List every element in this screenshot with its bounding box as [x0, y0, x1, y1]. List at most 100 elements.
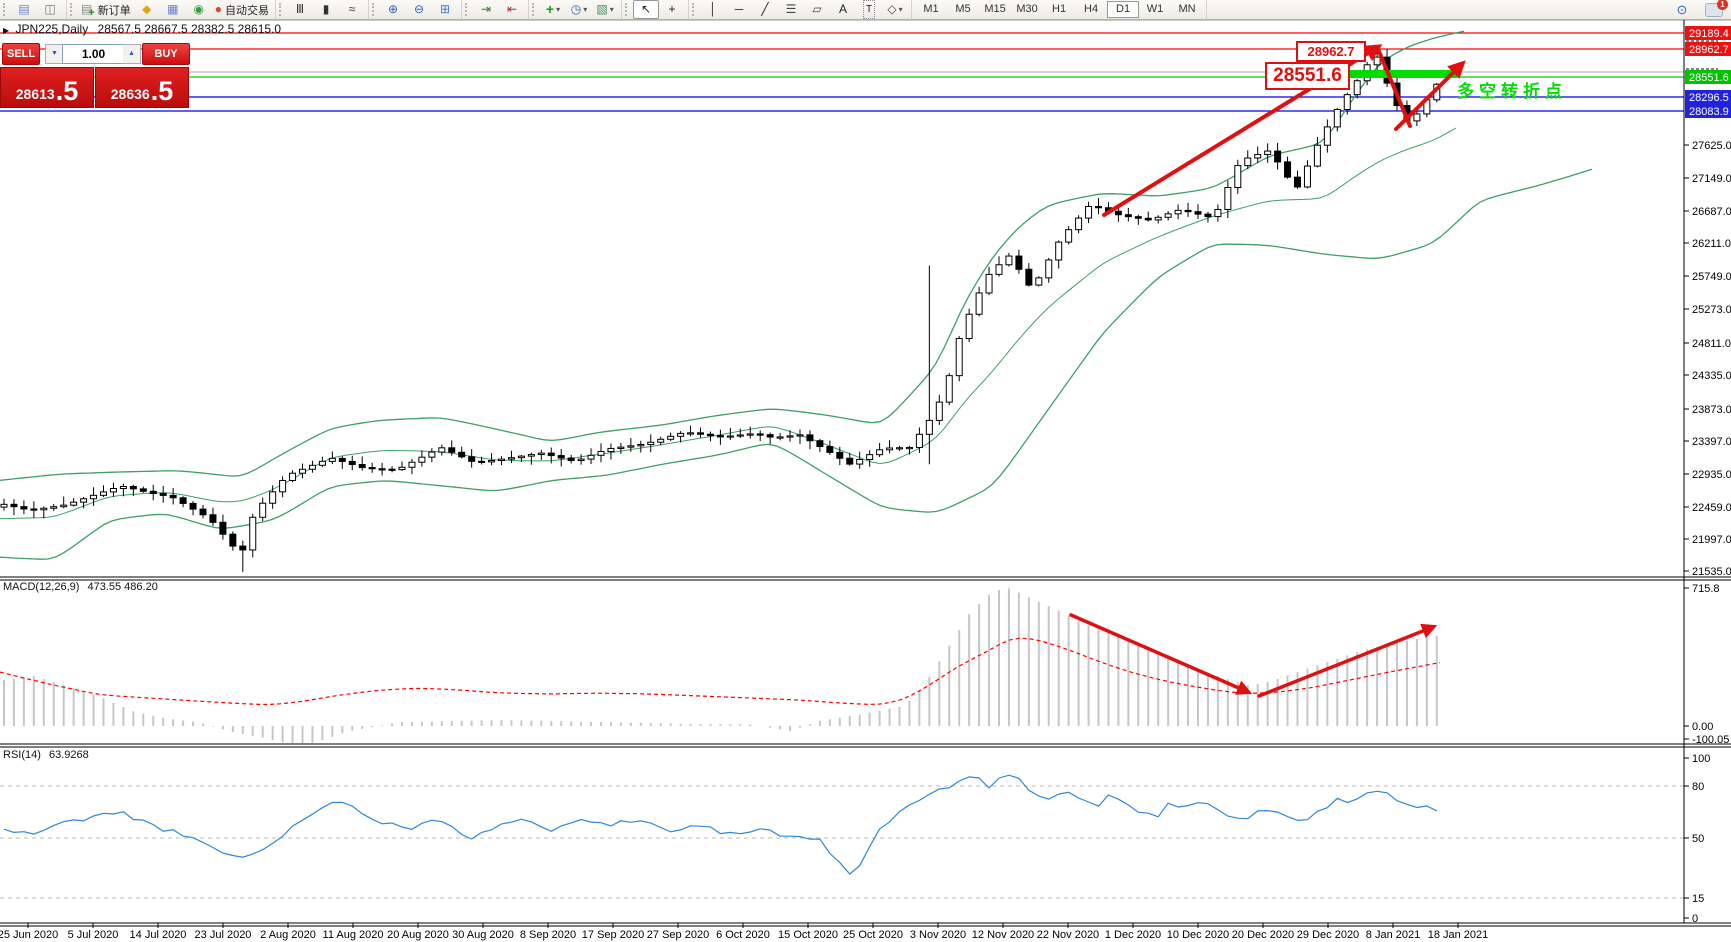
data-window-icon[interactable]: ◫: [37, 0, 63, 19]
timeframe-w1[interactable]: W1: [1146, 3, 1164, 15]
chart-shift-icon[interactable]: ⇤: [499, 0, 525, 19]
new-order-button-label: 新订单: [97, 4, 131, 17]
chart-title: ▶ JPN225,Daily 28567.5 28667.5 28382.5 2…: [3, 22, 281, 36]
new-order-glyph: ▤: [81, 2, 93, 16]
chevron-down-icon[interactable]: ▾: [898, 5, 903, 14]
notification-badge: 1: [1717, 0, 1728, 10]
svg-text:25273.0: 25273.0: [1692, 304, 1731, 316]
toolbar-grip: [70, 3, 75, 16]
svg-text:23873.0: 23873.0: [1692, 404, 1731, 416]
autotrading-button[interactable]: ● 自动交易: [212, 0, 272, 19]
toolbar-grip: [279, 3, 284, 16]
tile-windows-icon[interactable]: ⊞: [432, 0, 458, 19]
zoom-in-icon[interactable]: ⊕: [380, 0, 406, 19]
plus-overlay-icon: +: [88, 6, 95, 19]
chevron-down-icon[interactable]: ▾: [583, 5, 588, 14]
navigator-icon[interactable]: ◉: [186, 0, 212, 19]
svg-text:2 Aug 2020: 2 Aug 2020: [260, 929, 316, 941]
svg-text:25749.0: 25749.0: [1692, 271, 1731, 283]
panel-frames: [0, 19, 1731, 927]
volume-increase-button[interactable]: ▲: [123, 44, 141, 64]
svg-text:29 Dec 2020: 29 Dec 2020: [1297, 929, 1359, 941]
svg-text:30 Aug 2020: 30 Aug 2020: [452, 929, 514, 941]
toolbar-group: ▤ ◫: [0, 0, 67, 19]
new-order-button[interactable]: ▤ + 新订单: [78, 0, 134, 19]
text-label-tool[interactable]: T: [856, 0, 882, 19]
indicators-add-button[interactable]: + ▾: [540, 0, 566, 19]
sell-price-display[interactable]: 28613 .5: [0, 67, 94, 108]
svg-text:21535.0: 21535.0: [1692, 566, 1731, 578]
toolbar-group: ↖ +: [622, 0, 690, 19]
crosshair-tool[interactable]: +: [659, 0, 685, 19]
trendline-tool[interactable]: ╱: [752, 0, 778, 19]
buy-price-display[interactable]: 28636 .5: [95, 67, 189, 108]
auto-scroll-icon[interactable]: ⇥: [473, 0, 499, 19]
search-icon[interactable]: ⊙: [1676, 1, 1688, 17]
main-toolbar: ▤ ◫ ▤ + 新订单 ◆ ▦ ◉ ● 自动交易 Ⅲ ▮ ≈ ⊕ ⊖ ⊞ ⇥ ⇤ + ▾ ◷ ▾ ▧ ▾ ↖ + │ ─ ╱ ☰ ▱ A T ◇ ▾…: [0, 0, 1731, 20]
macd-indicator-label: MACD(12,26,9) 473.55 486.20: [3, 581, 158, 593]
svg-text:14 Jul 2020: 14 Jul 2020: [130, 929, 187, 941]
horizontal-line-tool[interactable]: ─: [726, 0, 752, 19]
templates-button[interactable]: ▧ ▾: [592, 0, 618, 19]
annotation-price-label-mid[interactable]: 28551.6: [1265, 62, 1350, 90]
annotation-price-label-high[interactable]: 28962.7: [1296, 41, 1366, 62]
svg-text:24335.0: 24335.0: [1692, 370, 1731, 382]
zoom-in-icon-glyph: ⊕: [388, 2, 399, 16]
timeframe-h4[interactable]: H4: [1084, 3, 1099, 15]
timeframe-m5[interactable]: M5: [955, 3, 971, 15]
macd-layer: [0, 588, 1441, 743]
svg-text:8 Sep 2020: 8 Sep 2020: [520, 929, 576, 941]
svg-text:26687.0: 26687.0: [1692, 206, 1731, 218]
rsi-indicator-label: RSI(14) 63.9268: [3, 749, 89, 761]
zoom-out-icon[interactable]: ⊖: [406, 0, 432, 19]
buy-button[interactable]: BUY: [142, 43, 190, 65]
timeframe-mn[interactable]: MN: [1178, 3, 1196, 15]
timeframe-h1[interactable]: H1: [1052, 3, 1067, 15]
chart-window-icon[interactable]: ▤: [11, 0, 37, 19]
buy-price-pips: .5: [150, 76, 174, 106]
svg-text:715.8: 715.8: [1692, 583, 1720, 595]
chevron-down-icon[interactable]: ▾: [556, 5, 561, 14]
chart-style-icon[interactable]: ◆: [134, 0, 160, 19]
sell-button[interactable]: SELL: [2, 43, 40, 65]
annotation-cn-text[interactable]: 多空转折点: [1457, 82, 1567, 101]
periods-clock-button[interactable]: ◷ ▾: [566, 0, 592, 19]
chevron-down-icon[interactable]: ▾: [609, 5, 614, 14]
text-tool[interactable]: A: [830, 0, 856, 19]
timeframe-d1[interactable]: D1: [1107, 1, 1140, 18]
navigator-icon-glyph: ◉: [193, 2, 205, 16]
vertical-line-tool[interactable]: │: [700, 0, 726, 19]
candlestick-icon-glyph: ▮: [322, 2, 330, 16]
svg-text:22935.0: 22935.0: [1692, 469, 1731, 481]
arrows-tool[interactable]: ◇ ▾: [882, 0, 908, 19]
svg-text:22459.0: 22459.0: [1692, 502, 1731, 514]
channel-tool[interactable]: ▱: [804, 0, 830, 19]
candlestick-icon[interactable]: ▮: [313, 0, 339, 19]
line-chart-icon[interactable]: ≈: [339, 0, 365, 19]
volume-input[interactable]: [62, 44, 125, 64]
cursor-tool[interactable]: ↖: [633, 0, 660, 19]
profiles-icon[interactable]: ▦: [160, 0, 186, 19]
svg-text:20 Dec 2020: 20 Dec 2020: [1232, 929, 1294, 941]
fibonacci-tool[interactable]: ☰: [778, 0, 804, 19]
sell-price-main: 28613: [15, 86, 55, 102]
title-marker-icon: ▶: [3, 26, 10, 35]
toolbar-grip: [692, 3, 697, 16]
svg-text:3 Nov 2020: 3 Nov 2020: [910, 929, 966, 941]
svg-text:5 Jul 2020: 5 Jul 2020: [68, 929, 119, 941]
svg-text:27149.0: 27149.0: [1692, 173, 1731, 185]
timeframe-m30[interactable]: M30: [1016, 3, 1038, 15]
crosshair-tool-glyph: +: [668, 2, 676, 16]
chat-icon[interactable]: 1: [1705, 0, 1728, 17]
timeframe-m1[interactable]: M1: [923, 3, 939, 15]
svg-text:15 Oct 2020: 15 Oct 2020: [778, 929, 838, 941]
price-axis: 27625.0 27149.0 26687.0 26211.0 25749.0 25273…: [1684, 26, 1731, 925]
svg-text:29189.4: 29189.4: [1689, 28, 1729, 40]
timeframe-m15[interactable]: M15: [984, 3, 1006, 15]
tile-windows-icon-glyph: ⊞: [440, 2, 451, 16]
svg-text:22 Nov 2020: 22 Nov 2020: [1037, 929, 1099, 941]
bar-chart-icon[interactable]: Ⅲ: [287, 0, 313, 19]
one-click-trading-panel: SELL ▼ ▲ BUY 28613 .5 28636 .5: [0, 40, 190, 108]
svg-text:28083.9: 28083.9: [1689, 106, 1729, 118]
